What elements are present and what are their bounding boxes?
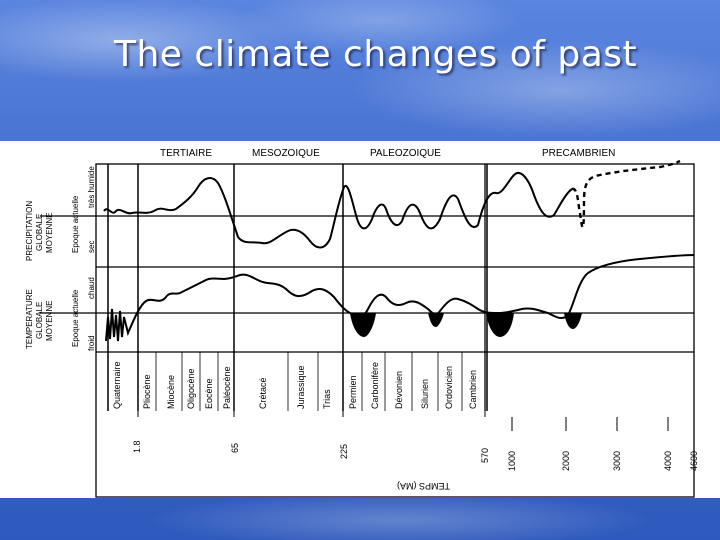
era-label: PALEOZOIQUE (370, 148, 441, 159)
time-tick-label: 3000 (612, 451, 622, 471)
period-label: Cambrien (468, 370, 478, 409)
time-tick-label: 65 (230, 443, 240, 453)
time-tick-label: 225 (339, 444, 349, 459)
axis-title-line: PRECIPITATION (25, 201, 34, 261)
axis-title-line: TEMPERATURE (25, 289, 34, 349)
era-label: MESOZOIQUE (252, 148, 320, 159)
time-tick-label: 4000 (663, 451, 673, 471)
period-label: Trias (322, 389, 332, 409)
period-label: Miocène (166, 375, 176, 409)
period-label: Crétacé (258, 377, 268, 409)
slide-title: The climate changes of past (114, 34, 638, 75)
current-epoch-label: Epoque actuelle (71, 289, 80, 347)
low-label: sec (87, 241, 96, 253)
time-tick-label: 1000 (507, 451, 517, 471)
period-label: Silurien (420, 379, 430, 409)
time-tick-label: 1.8 (132, 440, 142, 453)
period-label: Jurassique (296, 365, 306, 409)
time-tick-label: 4600 (689, 451, 699, 471)
low-label: froid (87, 335, 96, 351)
period-label-dividers (155, 352, 463, 411)
period-label: Carbonifère (370, 362, 380, 409)
period-label: Quaternaire (112, 361, 122, 409)
temperature-axis-labels: TEMPERATURE GLOBALE MOYENNE Epoque actue… (25, 277, 96, 351)
axis-title-line: MOYENNE (45, 301, 54, 341)
axis-title-line: MOYENNE (45, 213, 54, 253)
high-label: très humide (87, 166, 96, 208)
period-label: Oligocène (186, 368, 196, 409)
period-label: Dévonien (394, 371, 404, 409)
axis-title-line: GLOBALE (35, 302, 44, 339)
period-label: Paléocène (222, 366, 232, 409)
temperature-curve (105, 254, 695, 342)
period-labels: Quaternaire Pliocène Miocène Oligocène E… (112, 361, 478, 409)
time-tick-marks (137, 411, 695, 431)
period-label: Eocène (204, 378, 214, 409)
time-tick-labels: 1.8 65 225 570 1000 2000 3000 4000 4600 (132, 440, 699, 471)
current-epoch-label: Epoque actuelle (71, 195, 80, 253)
era-labels: TERTIAIRE MESOZOIQUE PALEOZOIQUE PRECAMB… (160, 148, 615, 159)
precipitation-curve-dashed (571, 159, 681, 229)
climate-diagram-panel: TERTIAIRE MESOZOIQUE PALEOZOIQUE PRECAMB… (0, 141, 720, 498)
period-label: Ordovicien (444, 366, 454, 409)
period-label: Permien (348, 375, 358, 409)
time-tick-label: 2000 (561, 451, 571, 471)
period-label: Pliocène (142, 374, 152, 409)
axis-title-line: GLOBALE (35, 214, 44, 251)
glaciation-markers (350, 313, 582, 337)
high-label: chaud (87, 277, 96, 299)
climate-diagram: TERTIAIRE MESOZOIQUE PALEOZOIQUE PRECAMB… (25, 148, 699, 498)
period-dividers (107, 164, 488, 411)
time-tick-label: 570 (480, 448, 490, 463)
precipitation-curve (103, 172, 573, 249)
era-label: TERTIAIRE (160, 148, 212, 159)
time-axis-label: TEMPS (MA) (397, 481, 450, 491)
era-label: PRECAMBRIEN (542, 148, 615, 159)
precipitation-axis-labels: PRECIPITATION GLOBALE MOYENNE Epoque act… (25, 166, 96, 261)
